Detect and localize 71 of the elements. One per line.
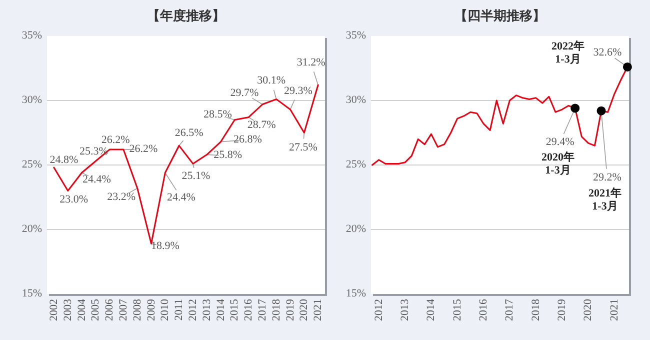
y-tick-label: 15% bbox=[22, 288, 42, 300]
data-label: 26.8% bbox=[234, 133, 262, 146]
x-tick-label: 2019 bbox=[556, 298, 568, 321]
data-label: 29.3% bbox=[284, 85, 312, 98]
data-label: 23.0% bbox=[60, 193, 88, 206]
data-label: 30.1% bbox=[257, 74, 286, 87]
x-tick-label: 2007 bbox=[117, 298, 130, 321]
x-tick-label: 2014 bbox=[214, 298, 227, 321]
point bbox=[570, 104, 580, 113]
data-label: 29.7% bbox=[230, 86, 259, 99]
y-tick-label: 30% bbox=[346, 94, 366, 106]
x-tick-label: 2018 bbox=[530, 298, 542, 321]
data-label: 28.7% bbox=[247, 118, 276, 131]
annotation: 2020年 1-3月 bbox=[542, 150, 574, 176]
x-tick-label: 2003 bbox=[62, 298, 74, 321]
x-tick-label: 2016 bbox=[478, 298, 490, 321]
data-label: 28.5% bbox=[203, 108, 232, 120]
x-tick-label: 2015 bbox=[228, 298, 241, 321]
x-tick-label: 2020 bbox=[298, 298, 310, 321]
data-label: 29.4% bbox=[546, 136, 574, 148]
x-tick-label: 2016 bbox=[242, 298, 255, 321]
y-tick-label: 35% bbox=[22, 30, 42, 42]
y-tick-label: 20% bbox=[22, 223, 42, 236]
x-tick-label: 2011 bbox=[173, 299, 186, 321]
data-label: 24.4% bbox=[82, 173, 111, 186]
y-tick-label: 25% bbox=[22, 158, 42, 171]
x-tick-label: 2012 bbox=[372, 299, 385, 321]
annotation: 2022年 1-3月 bbox=[552, 39, 584, 66]
data-label: 23.2% bbox=[107, 190, 136, 203]
chart-title: 【年度推移】 bbox=[147, 8, 225, 23]
x-tick-label: 2012 bbox=[186, 299, 199, 321]
chart-title: 【四半期推移】 bbox=[454, 8, 546, 23]
data-label: 25.8% bbox=[214, 149, 242, 162]
x-tick-label: 2002 bbox=[48, 299, 60, 321]
x-tick-label: 2021 bbox=[608, 299, 620, 321]
y-tick-label: 30% bbox=[22, 94, 42, 106]
y-tick-label: 15% bbox=[346, 288, 366, 300]
x-tick-label: 2014 bbox=[425, 298, 438, 321]
y-tick-label: 35% bbox=[346, 30, 366, 42]
data-label: 25.1% bbox=[182, 170, 210, 182]
point bbox=[596, 106, 606, 116]
x-tick-label: 2005 bbox=[90, 298, 102, 321]
point bbox=[622, 62, 632, 72]
x-tick-label: 2009 bbox=[145, 298, 158, 321]
x-tick-label: 2008 bbox=[131, 298, 144, 321]
data-label: 24.8% bbox=[50, 154, 78, 166]
data-label: 29.2% bbox=[593, 171, 622, 184]
x-tick-label: 2006 bbox=[104, 298, 116, 321]
x-tick-label: 2015 bbox=[451, 298, 464, 321]
data-label: 27.5% bbox=[288, 141, 318, 154]
data-label: 26.2% bbox=[101, 134, 130, 146]
data-label: 25.3% bbox=[79, 146, 108, 158]
data-label: 24.4% bbox=[166, 191, 196, 204]
x-tick-label: 2021 bbox=[312, 299, 324, 321]
data-label: 31.2% bbox=[296, 56, 326, 69]
x-tick-label: 2017 bbox=[504, 298, 516, 321]
y-tick-label: 25% bbox=[346, 158, 366, 171]
x-tick-label: 2019 bbox=[284, 298, 296, 321]
data-label: 26.2% bbox=[129, 143, 158, 156]
x-tick-label: 2004 bbox=[76, 298, 88, 321]
x-tick-label: 2018 bbox=[270, 298, 282, 321]
x-tick-label: 2017 bbox=[256, 298, 268, 321]
x-tick-label: 2010 bbox=[159, 298, 172, 321]
y-tick-label: 20% bbox=[346, 223, 366, 236]
data-label: 26.5% bbox=[174, 127, 204, 140]
data-label: 18.9% bbox=[151, 240, 180, 252]
x-tick-label: 2020 bbox=[582, 298, 594, 321]
data-label: 32.6% bbox=[593, 46, 622, 58]
x-tick-label: 2013 bbox=[399, 298, 412, 321]
x-tick-label: 2013 bbox=[200, 298, 213, 321]
annotation: 2021年 1-3月 bbox=[588, 186, 622, 212]
